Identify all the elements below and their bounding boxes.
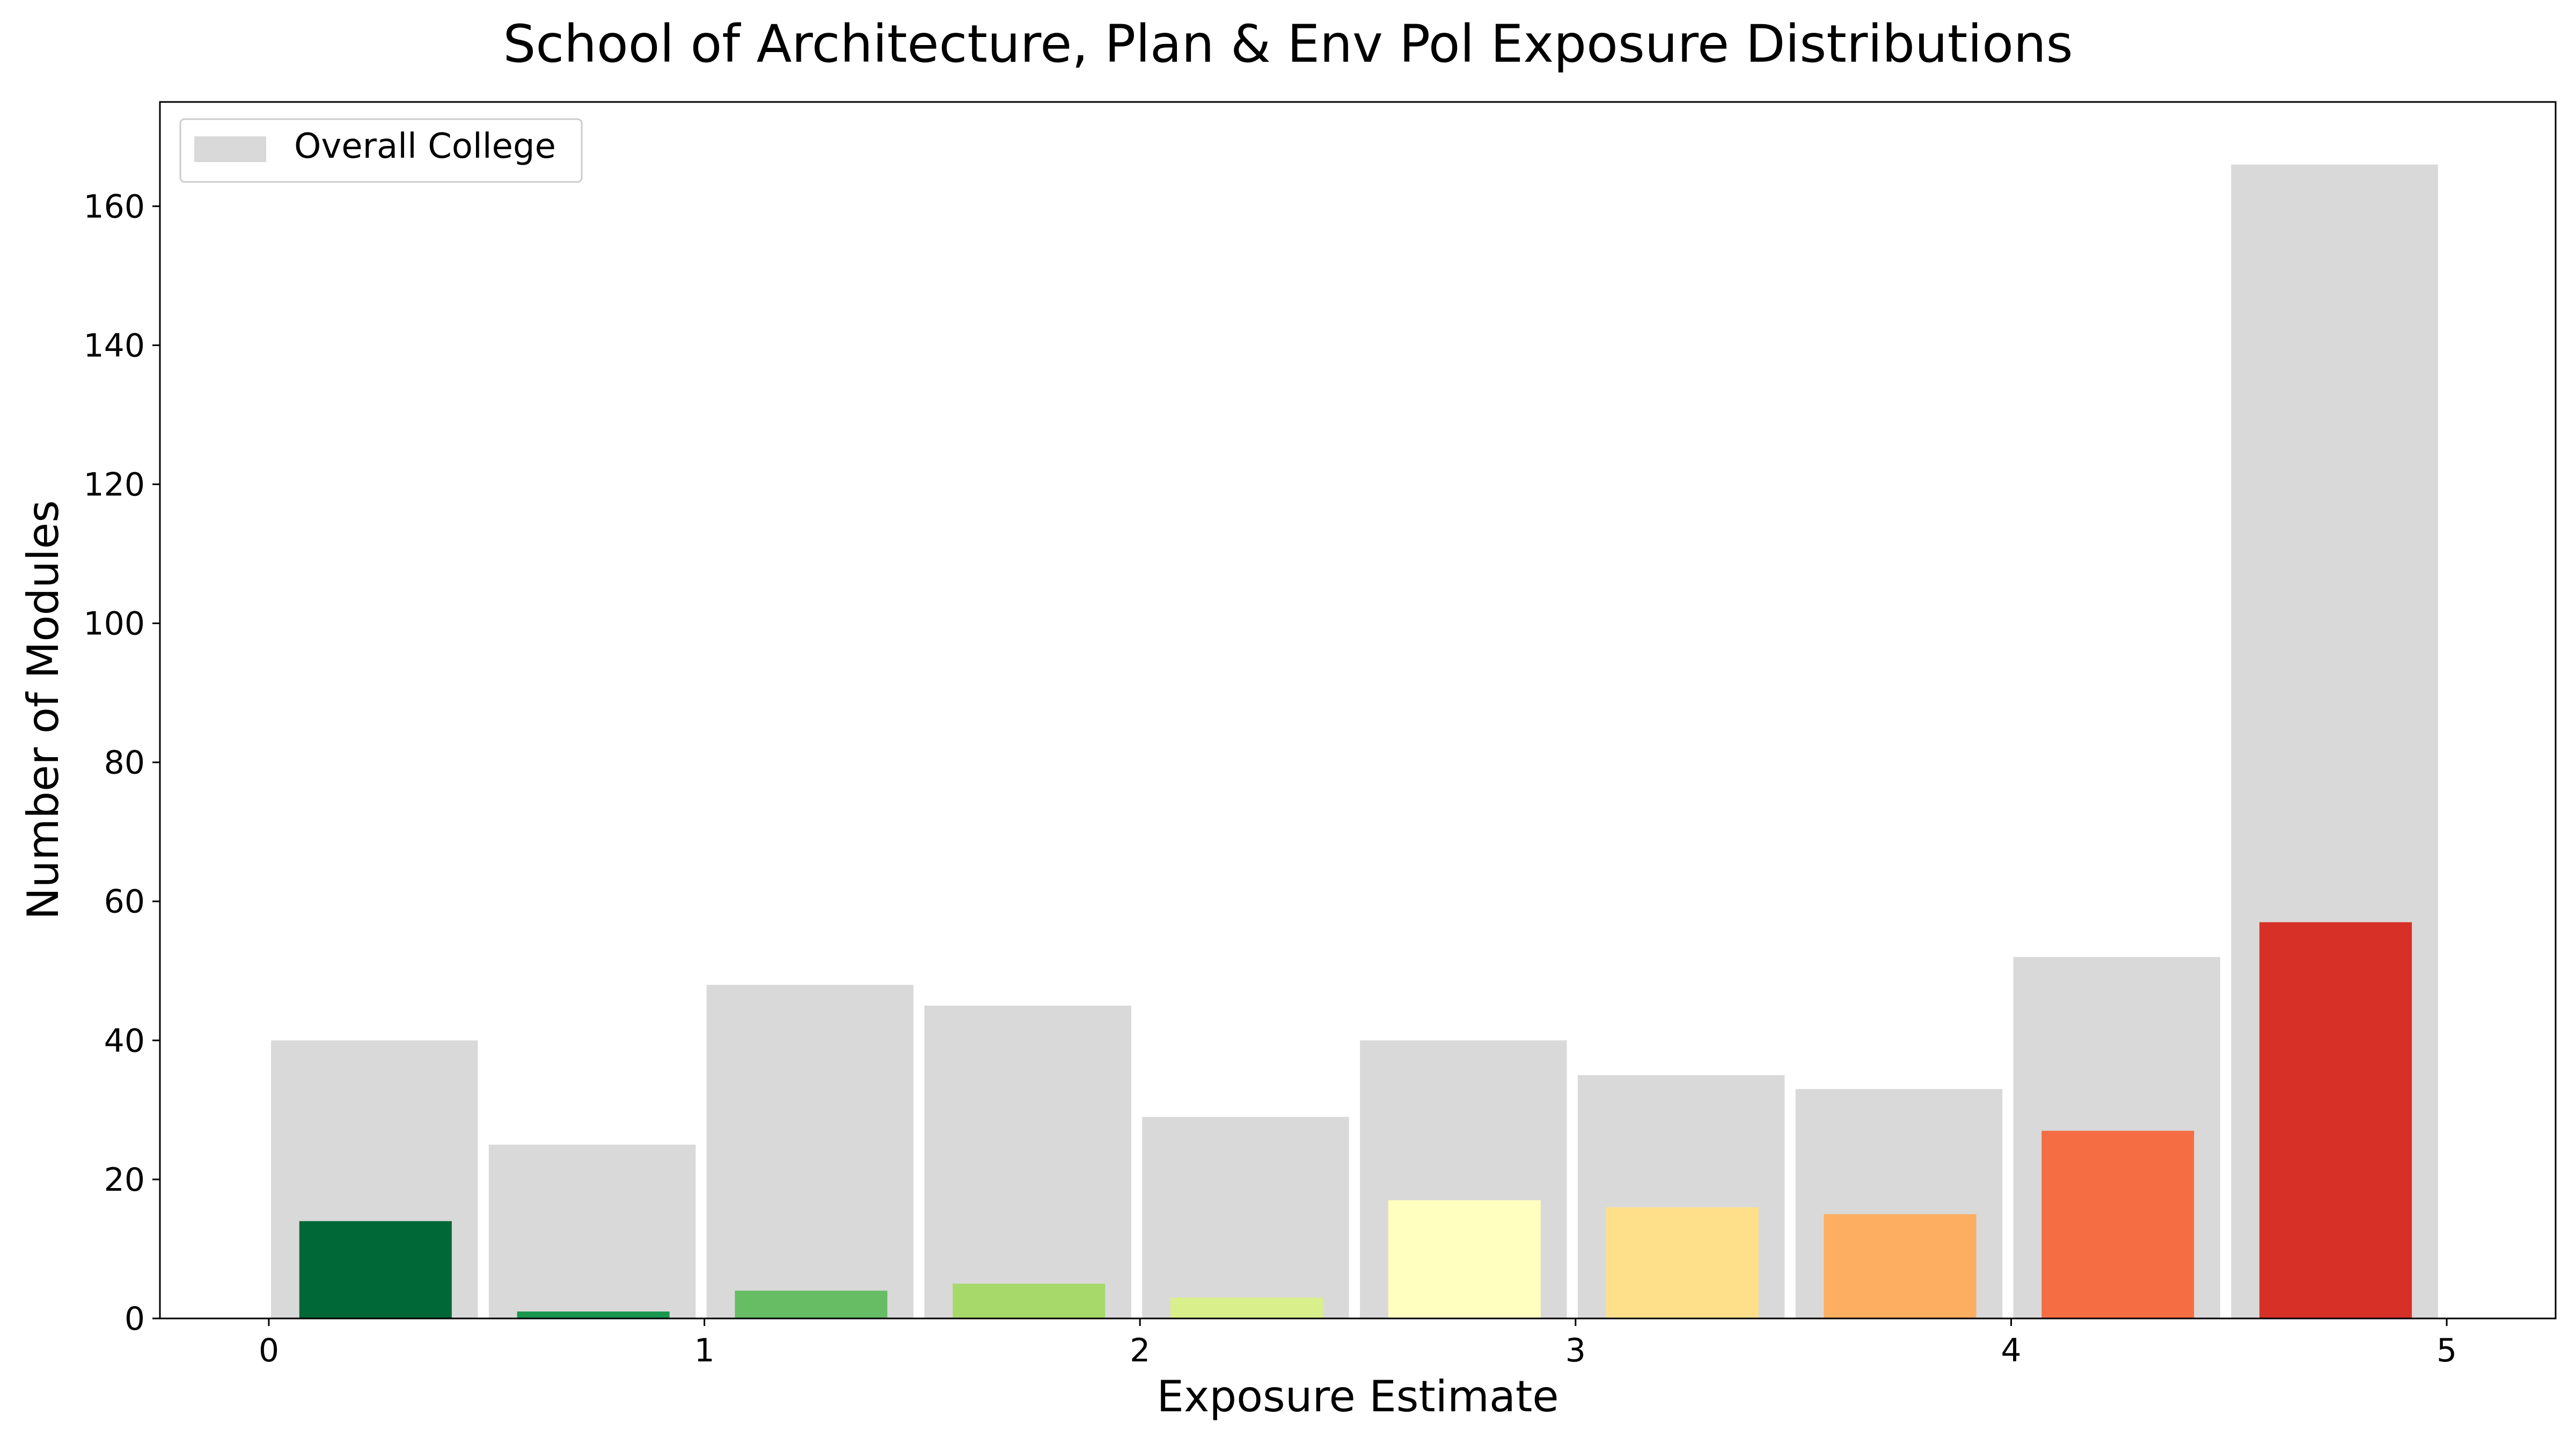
school-bar-9: [2259, 922, 2412, 1318]
y-tick-label-0: 0: [125, 1300, 145, 1338]
y-axis-ticks: 0 20 40 60 80 100 120 140 160: [83, 188, 160, 1338]
x-tick-label-2: 2: [1130, 1332, 1150, 1369]
y-tick-label-60: 60: [104, 883, 145, 921]
y-tick-label-80: 80: [104, 744, 145, 782]
school-bar-2: [735, 1291, 888, 1318]
school-bar-0: [299, 1221, 452, 1318]
y-tick-label-120: 120: [83, 466, 145, 503]
x-tick-label-0: 0: [259, 1332, 279, 1369]
chart-title: School of Architecture, Plan & Env Pol E…: [503, 14, 2073, 74]
school-bar-7: [1824, 1214, 1977, 1318]
y-axis-label: Number of Modules: [18, 500, 68, 920]
y-tick-label-160: 160: [83, 188, 145, 225]
overall-bar-1: [488, 1145, 696, 1318]
y-tick-label-20: 20: [104, 1161, 145, 1199]
x-tick-label-5: 5: [2436, 1332, 2457, 1369]
y-tick-label-40: 40: [104, 1022, 145, 1060]
school-bar-6: [1606, 1207, 1759, 1318]
overall-bar-4: [1142, 1117, 1349, 1318]
x-tick-label-3: 3: [1565, 1332, 1586, 1369]
legend-swatch-overall-college: [194, 136, 266, 162]
overall-bar-3: [924, 1006, 1131, 1318]
legend-label-overall-college: Overall College: [294, 127, 556, 166]
x-tick-label-1: 1: [694, 1332, 714, 1369]
x-axis-ticks: 0 1 2 3 4 5: [259, 1318, 2457, 1369]
y-tick-label-140: 140: [83, 327, 145, 364]
legend: Overall College: [179, 118, 583, 183]
school-bar-1: [517, 1311, 670, 1318]
legend-frame: [179, 118, 583, 183]
x-tick-label-4: 4: [2001, 1332, 2021, 1369]
school-bar-4: [1170, 1298, 1323, 1318]
x-axis-label: Exposure Estimate: [1157, 1372, 1558, 1421]
y-tick-label-100: 100: [83, 605, 145, 643]
overall-bar-2: [706, 985, 914, 1318]
school-bars: [299, 922, 2412, 1318]
school-bar-3: [953, 1284, 1106, 1318]
school-bar-8: [2041, 1131, 2194, 1318]
school-bar-5: [1388, 1200, 1541, 1318]
plot-frame: [159, 101, 2557, 1320]
